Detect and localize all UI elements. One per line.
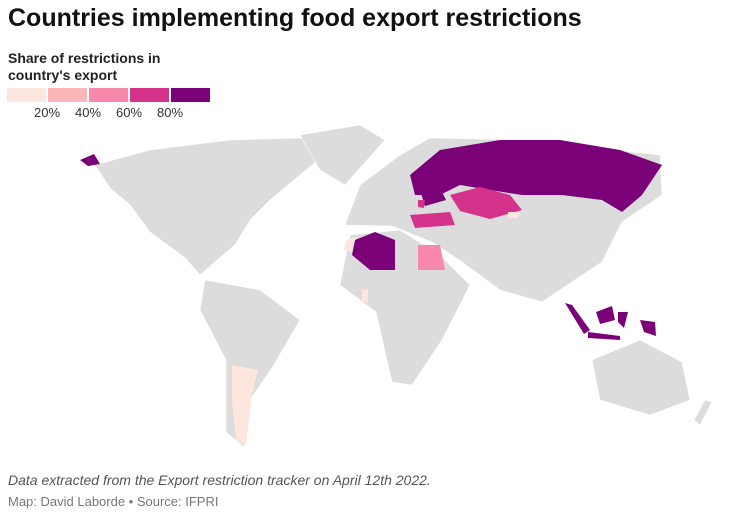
country-indonesia-java[interactable] xyxy=(588,332,620,340)
legend-swatch-0-20 xyxy=(7,88,46,102)
country-algeria[interactable] xyxy=(352,232,395,270)
country-kyrgyzstan[interactable] xyxy=(508,212,520,218)
country-alaska-region[interactable] xyxy=(80,154,100,166)
restricting-countries xyxy=(80,140,662,445)
legend-tick: 80% xyxy=(157,105,184,120)
australia xyxy=(591,339,691,416)
country-turkey[interactable] xyxy=(410,212,455,228)
legend-scale xyxy=(7,88,210,102)
legend-title: Share of restrictions in country's expor… xyxy=(8,50,161,83)
country-indonesia-papua[interactable] xyxy=(640,320,656,336)
country-kazakhstan[interactable] xyxy=(450,187,522,219)
source-line: Map: David Laborde • Source: IFPRI xyxy=(8,494,219,509)
country-egypt[interactable] xyxy=(418,245,445,270)
country-argentina[interactable] xyxy=(232,365,258,445)
south-america xyxy=(199,279,301,448)
greenland xyxy=(299,124,386,186)
legend-tick: 20% xyxy=(34,105,61,120)
legend-tick: 60% xyxy=(116,105,143,120)
country-indonesia-sulawesi[interactable] xyxy=(618,312,628,328)
legend-tick: 40% xyxy=(75,105,102,120)
country-russia[interactable] xyxy=(410,140,662,212)
legend-swatch-80-100 xyxy=(171,88,210,102)
legend-swatch-40-60 xyxy=(89,88,128,102)
world-map xyxy=(80,124,713,448)
legend-swatch-20-40 xyxy=(48,88,87,102)
legend-swatch-60-80 xyxy=(130,88,169,102)
country-ukraine[interactable] xyxy=(420,188,446,206)
new-zealand xyxy=(693,399,713,426)
country-ghana[interactable] xyxy=(362,290,368,302)
country-indonesia-borneo[interactable] xyxy=(596,306,615,324)
country-morocco[interactable] xyxy=(344,237,356,252)
data-note: Data extracted from the Export restricti… xyxy=(8,472,431,488)
north-america xyxy=(94,137,331,276)
country-indonesia-sumatra[interactable] xyxy=(565,303,590,334)
chart-title: Countries implementing food export restr… xyxy=(8,4,582,32)
country-moldova[interactable] xyxy=(418,200,425,208)
